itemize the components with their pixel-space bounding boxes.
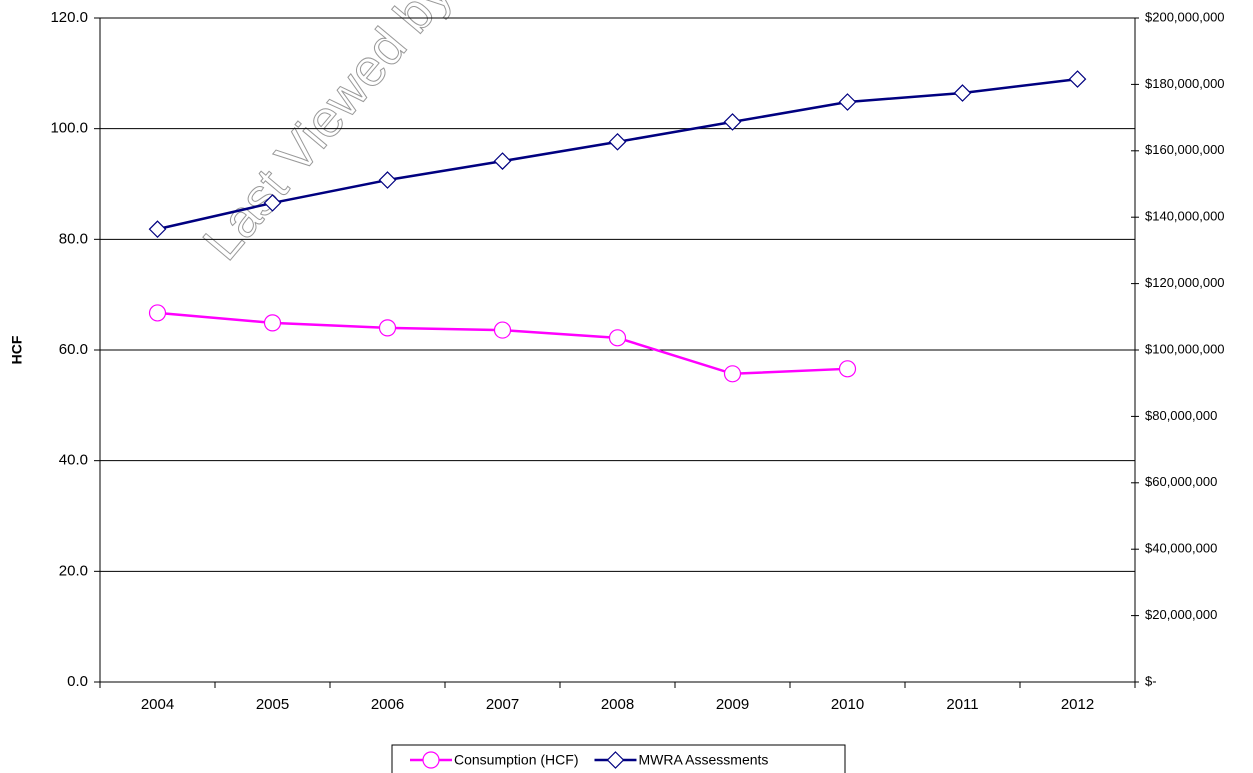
data-point	[723, 365, 742, 383]
data-point	[263, 194, 282, 212]
y-tick-label: 20.0	[59, 562, 88, 579]
legend-marker	[606, 751, 625, 769]
data-point	[148, 304, 167, 322]
legend-label: Consumption (HCF)	[454, 752, 578, 768]
data-point	[838, 360, 857, 378]
y2-tick-label: $200,000,000	[1145, 9, 1225, 24]
data-point	[148, 220, 167, 239]
y-axis-label: HCF	[9, 335, 25, 364]
x-tick-label: 2012	[1061, 696, 1094, 713]
legend-label: MWRA Assessments	[638, 752, 768, 768]
y-tick-label: 120.0	[50, 9, 88, 26]
y2-tick-label: $60,000,000	[1145, 474, 1217, 489]
y2-tick-label: $180,000,000	[1145, 76, 1225, 91]
data-point	[378, 171, 397, 189]
data-point	[378, 319, 397, 337]
data-point	[263, 314, 282, 332]
data-point	[1068, 70, 1087, 88]
y2-tick-label: $100,000,000	[1145, 341, 1225, 356]
data-point	[608, 132, 627, 151]
data-point	[838, 93, 857, 111]
data-point	[723, 113, 742, 131]
x-tick-label: 2007	[486, 696, 519, 713]
x-tick-label: 2005	[256, 696, 289, 713]
y-tick-label: 40.0	[59, 452, 88, 469]
y2-tick-label: $120,000,000	[1145, 275, 1225, 290]
x-tick-label: 2006	[371, 696, 404, 713]
y2-tick-label: $80,000,000	[1145, 408, 1217, 423]
data-point	[493, 321, 512, 339]
y2-tick-label: $40,000,000	[1145, 541, 1217, 556]
y-tick-label: 80.0	[59, 230, 88, 247]
data-point	[608, 329, 627, 347]
legend-marker	[422, 751, 440, 769]
y2-tick-label: $160,000,000	[1145, 142, 1225, 157]
y2-tick-label: $20,000,000	[1145, 607, 1217, 622]
x-tick-label: 2008	[601, 696, 634, 713]
x-tick-label: 2010	[831, 696, 864, 713]
data-point	[493, 152, 512, 170]
x-tick-label: 2004	[141, 696, 174, 713]
x-tick-label: 2009	[716, 696, 749, 713]
y2-tick-label: $140,000,000	[1145, 209, 1225, 224]
x-tick-label: 2011	[946, 696, 978, 713]
data-point	[953, 84, 972, 102]
y-tick-label: 100.0	[50, 120, 88, 137]
y-tick-label: 60.0	[59, 341, 88, 358]
watermark: Last Viewed by	[192, 0, 463, 271]
y-tick-label: 0.0	[67, 673, 88, 690]
y2-tick-label: $-	[1145, 673, 1157, 688]
